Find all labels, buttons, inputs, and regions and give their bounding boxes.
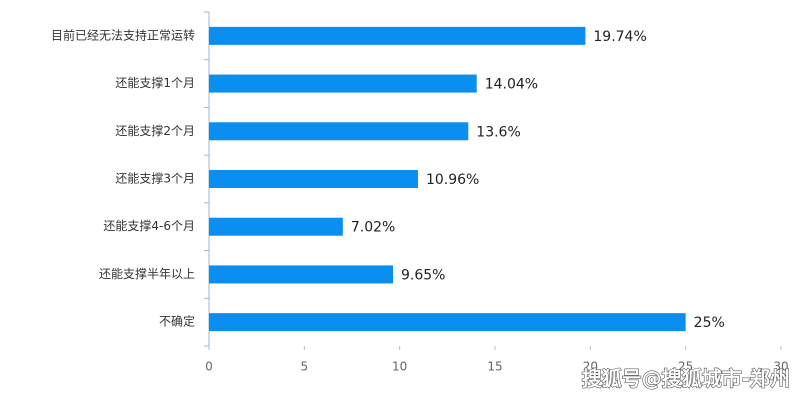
value-label: 9.65% <box>401 267 445 283</box>
y-tick-label: 还能支撑4-6个月 <box>103 218 195 233</box>
y-tick-label: 还能支撑2个月 <box>115 123 195 138</box>
value-label: 14.04% <box>485 77 538 93</box>
bar <box>209 122 469 141</box>
bar <box>209 313 686 332</box>
bar <box>209 217 343 236</box>
value-label: 13.6% <box>476 124 520 140</box>
y-tick-label: 还能支撑1个月 <box>115 75 195 90</box>
x-tick-label: 15 <box>487 360 502 374</box>
x-tick-label: 5 <box>301 360 309 374</box>
x-tick-label: 25 <box>678 360 693 374</box>
bar <box>209 265 393 284</box>
value-label: 19.74% <box>593 29 646 45</box>
watermark: 搜狐号@搜狐城市-郑州 <box>582 367 790 391</box>
value-label: 10.96% <box>426 172 479 188</box>
y-tick-label: 不确定 <box>159 314 195 329</box>
x-tick-label: 20 <box>583 360 598 374</box>
y-tick-label: 还能支撑半年以上 <box>99 266 195 281</box>
bar <box>209 170 418 188</box>
bar <box>209 74 477 93</box>
y-tick-label: 目前已经无法支持正常运转 <box>51 27 195 42</box>
value-label: 25% <box>694 315 725 331</box>
x-tick-label: 30 <box>773 360 788 374</box>
x-tick-label: 10 <box>392 360 407 374</box>
bar <box>209 26 586 45</box>
x-tick-label: 0 <box>205 360 213 374</box>
value-label: 7.02% <box>351 220 395 236</box>
y-tick-label: 还能支撑3个月 <box>115 171 195 186</box>
